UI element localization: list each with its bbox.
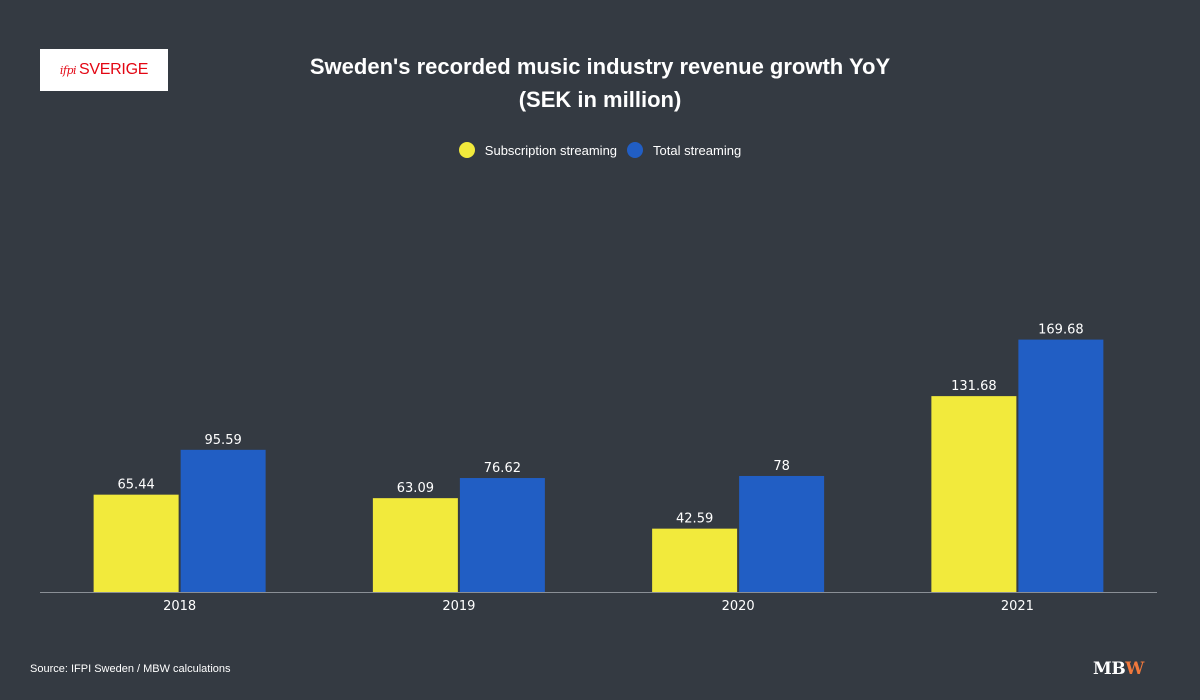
x-tick-label-2019: 2019 (442, 599, 475, 614)
mbw-logo-w: W (1125, 659, 1144, 679)
bar-subscription-2019[interactable] (372, 498, 458, 592)
x-tick-label-2020: 2020 (722, 599, 755, 614)
bar-subscription-2021[interactable] (931, 396, 1017, 592)
x-tick-label-2021: 2021 (1001, 599, 1034, 614)
bar-subscription-2018[interactable] (93, 494, 179, 592)
chart-title-line2: (SEK in million) (518, 87, 682, 112)
x-tick-label-2018: 2018 (163, 599, 196, 614)
mbw-logo-mb: MB (1093, 659, 1126, 679)
data-label-subscription-2018: 65.44 (118, 478, 155, 493)
data-label-total-2018: 95.59 (205, 433, 242, 448)
legend-dot-total (627, 142, 644, 158)
bar-total-2020[interactable] (739, 475, 825, 592)
legend-label-subscription: Subscription streaming (484, 142, 618, 158)
legend-dot-subscription (458, 142, 475, 158)
data-label-total-2020: 78 (773, 459, 790, 474)
legend-item-subscription[interactable]: Subscription streaming (458, 142, 618, 158)
logo-mark: ifpi (59, 63, 77, 77)
data-label-subscription-2021: 131.68 (951, 379, 997, 394)
bar-subscription-2020[interactable] (652, 528, 738, 592)
logo-text: SVERIGE (79, 61, 149, 78)
ifpi-sverige-logo: ifpi SVERIGE (40, 49, 168, 91)
legend-item-total[interactable]: Total streaming (627, 142, 741, 158)
legend: Subscription streaming Total streaming (0, 142, 1200, 158)
data-label-total-2019: 76.62 (484, 461, 521, 476)
bar-total-2021[interactable] (1018, 339, 1104, 592)
bar-total-2019[interactable] (459, 478, 545, 592)
data-label-subscription-2020: 42.59 (676, 512, 713, 527)
source-note: Source: IFPI Sweden / MBW calculations (30, 663, 231, 675)
chart-title: Sweden's recorded music industry revenue… (200, 50, 1000, 116)
chart-title-line1: Sweden's recorded music industry revenue… (309, 54, 891, 79)
data-label-total-2021: 169.68 (1038, 323, 1084, 338)
bar-total-2018[interactable] (180, 449, 266, 592)
data-label-subscription-2019: 63.09 (397, 481, 434, 496)
legend-label-total: Total streaming (653, 142, 742, 158)
mbw-logo: MBW (1093, 659, 1144, 679)
